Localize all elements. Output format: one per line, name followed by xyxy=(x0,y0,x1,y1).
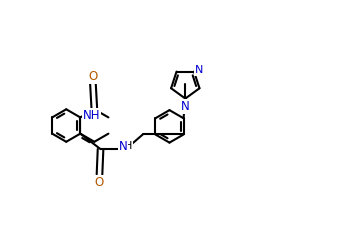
Text: N: N xyxy=(181,100,189,113)
Text: H: H xyxy=(124,141,132,150)
Text: N: N xyxy=(119,140,127,153)
Text: NH: NH xyxy=(83,109,100,122)
Text: O: O xyxy=(88,70,98,83)
Text: O: O xyxy=(95,176,104,189)
Text: N: N xyxy=(195,65,203,75)
